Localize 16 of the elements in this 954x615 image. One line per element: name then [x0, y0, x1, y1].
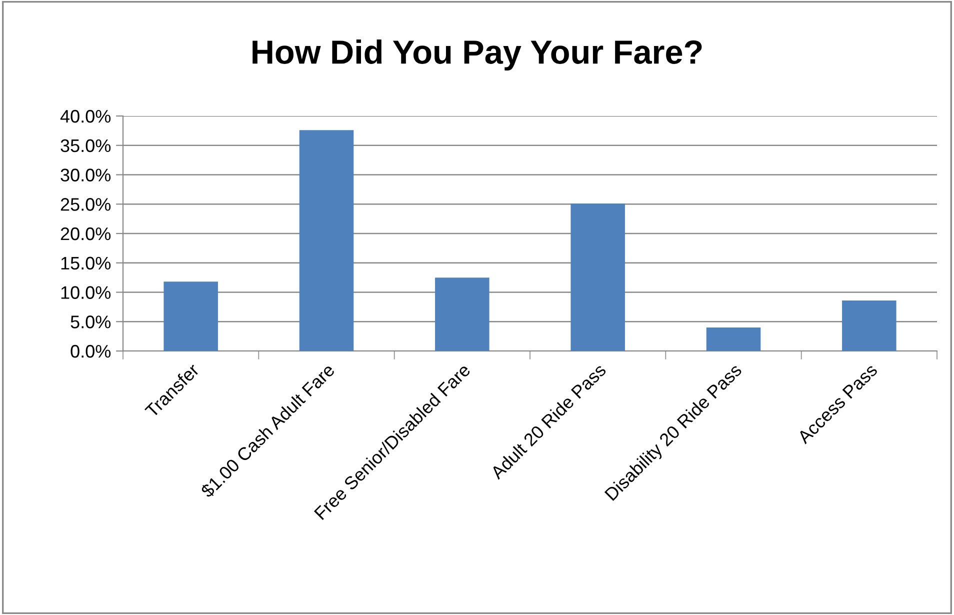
bar	[299, 130, 354, 351]
y-tick-label: 25.0%	[60, 198, 111, 211]
y-tick-label: 30.0%	[60, 168, 111, 182]
y-tick-label: 0.0%	[70, 344, 111, 358]
y-tick-label: 35.0%	[60, 139, 111, 152]
y-tick-label: 20.0%	[60, 227, 111, 240]
bar	[842, 300, 896, 351]
bar	[570, 204, 625, 351]
bar	[164, 282, 218, 351]
y-tick-label: 10.0%	[61, 286, 111, 299]
chart-title: How Did You Pay Your Fare?	[252, 39, 702, 71]
bar	[435, 278, 490, 351]
y-tick-label: 40.0%	[60, 110, 111, 123]
y-tick-label: 15.0%	[61, 256, 111, 270]
bar	[706, 328, 761, 351]
y-tick-label: 5.0%	[70, 316, 111, 328]
